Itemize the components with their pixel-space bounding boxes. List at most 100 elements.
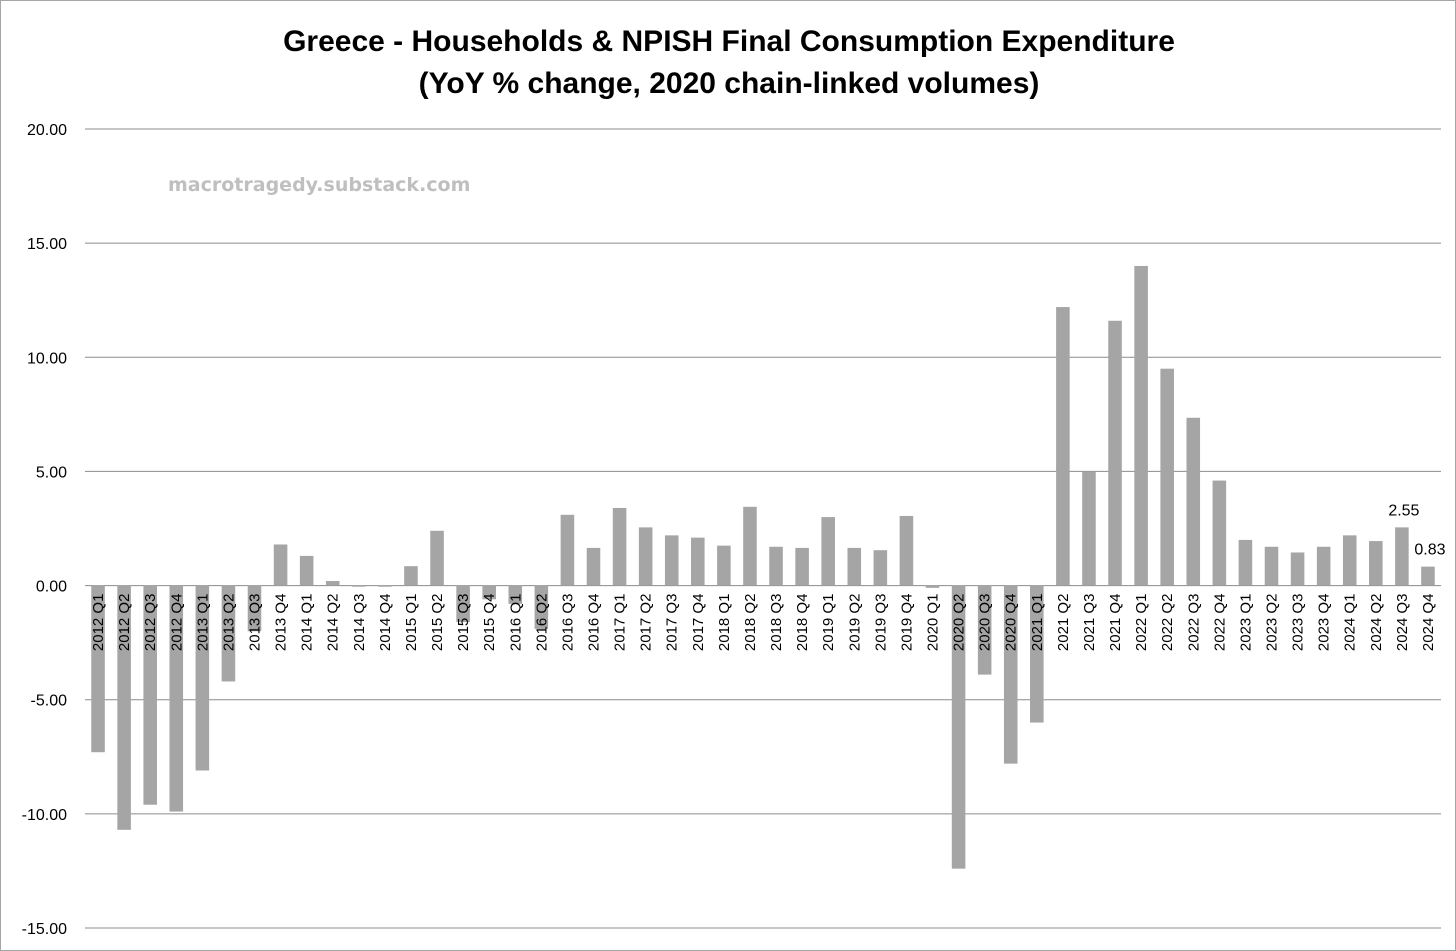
bar (195, 585, 210, 771)
x-tick-label: 2017 Q4 (690, 594, 707, 652)
bar (1186, 417, 1201, 586)
bar (1342, 535, 1357, 586)
x-tick-label: 2018 Q2 (742, 594, 759, 652)
bar (951, 585, 966, 869)
x-tick-label: 2021 Q2 (1055, 594, 1072, 652)
x-tick-label: 2020 Q1 (925, 594, 942, 652)
x-tick-label: 2015 Q3 (455, 594, 472, 652)
data-labels: 2.55 0.83 (1388, 502, 1445, 558)
bar (1395, 527, 1409, 586)
y-tick-label: 10.00 (27, 350, 67, 367)
x-tick-label: 2016 Q4 (586, 594, 603, 652)
bar (299, 555, 314, 586)
bar (1369, 541, 1383, 586)
x-tick-label: 2022 Q3 (1185, 594, 1202, 652)
bar (899, 515, 914, 586)
x-tick-label: 2018 Q4 (794, 594, 811, 652)
x-axis-ticks: 2012 Q1 2012 Q2 2012 Q3 2012 Q4 2013 Q1 2013 … (90, 594, 1437, 652)
bar (1108, 320, 1122, 586)
bar (325, 581, 340, 586)
bar (91, 585, 105, 753)
x-tick-label: 2014 Q4 (377, 594, 394, 652)
x-tick-label: 2022 Q2 (1159, 594, 1176, 652)
bar (534, 585, 549, 629)
x-tick-label: 2013 Q1 (194, 594, 211, 652)
y-tick-label: -5.00 (31, 693, 68, 710)
x-tick-label: 2021 Q1 (1029, 594, 1046, 652)
x-tick-label: 2017 Q1 (612, 594, 629, 652)
x-tick-label: 2016 Q2 (533, 594, 550, 652)
bar (1003, 585, 1018, 764)
bar (1056, 307, 1070, 586)
x-tick-label: 2018 Q1 (716, 594, 733, 652)
bar (977, 585, 992, 675)
x-tick-label: 2016 Q3 (559, 594, 576, 652)
bar (821, 517, 835, 586)
bar (221, 585, 236, 682)
x-tick-label: 2024 Q1 (1342, 594, 1359, 652)
x-tick-label: 2017 Q3 (664, 594, 681, 652)
x-tick-label: 2015 Q2 (429, 594, 446, 652)
x-tick-label: 2023 Q1 (1237, 594, 1254, 652)
x-tick-label: 2022 Q1 (1133, 594, 1150, 652)
bar (273, 544, 288, 586)
x-tick-label: 2024 Q4 (1420, 594, 1437, 652)
x-tick-label: 2013 Q4 (273, 594, 290, 652)
bar (1264, 546, 1279, 586)
bar (1082, 471, 1096, 586)
x-tick-label: 2019 Q3 (872, 594, 889, 652)
y-tick-label: -10.00 (22, 807, 67, 824)
data-label: 0.83 (1414, 542, 1445, 559)
x-tick-label: 2014 Q3 (351, 594, 368, 652)
x-tick-label: 2015 Q1 (403, 594, 420, 652)
bar (795, 547, 809, 586)
x-tick-label: 2023 Q3 (1290, 594, 1307, 652)
bar (638, 527, 653, 586)
x-tick-label: 2024 Q3 (1394, 594, 1411, 652)
x-tick-label: 2013 Q3 (247, 594, 264, 652)
bar (247, 585, 262, 632)
x-tick-label: 2014 Q1 (299, 594, 316, 652)
y-tick-label: 20.00 (27, 122, 67, 139)
x-tick-label: 2016 Q1 (507, 594, 524, 652)
x-tick-label: 2019 Q4 (898, 594, 915, 652)
bar (1316, 546, 1331, 586)
chart-title: Greece - Households & NPISH Final Consum… (283, 25, 1175, 58)
bars (91, 265, 1435, 869)
x-tick-label: 2021 Q3 (1081, 594, 1098, 652)
bar (1212, 480, 1227, 586)
bar (482, 585, 496, 600)
bar (430, 530, 444, 586)
bar (586, 547, 601, 586)
x-tick-label: 2024 Q2 (1368, 594, 1385, 652)
x-tick-label: 2019 Q2 (846, 594, 863, 652)
bar (847, 547, 862, 586)
x-tick-label: 2012 Q1 (90, 594, 107, 652)
bar (378, 585, 392, 587)
bar (691, 537, 705, 586)
x-tick-label: 2017 Q2 (638, 594, 655, 652)
bar (169, 585, 184, 812)
x-tick-label: 2023 Q2 (1264, 594, 1281, 652)
bar (925, 585, 940, 588)
x-tick-label: 2013 Q2 (220, 594, 237, 652)
bar (143, 585, 157, 805)
bar (560, 514, 575, 586)
bar (743, 506, 757, 586)
bar (769, 546, 783, 586)
bar (612, 507, 627, 586)
bar (1030, 585, 1044, 723)
x-tick-label: 2023 Q4 (1316, 594, 1333, 652)
x-tick-label: 2018 Q3 (768, 594, 785, 652)
gridlines (85, 128, 1441, 929)
bar (664, 535, 679, 586)
bar (1238, 539, 1253, 586)
x-tick-label: 2020 Q2 (951, 594, 968, 652)
x-tick-label: 2022 Q4 (1211, 594, 1228, 652)
x-tick-label: 2021 Q4 (1107, 594, 1124, 652)
bar (508, 585, 523, 604)
x-tick-label: 2015 Q4 (481, 594, 498, 652)
bar (1134, 265, 1148, 586)
